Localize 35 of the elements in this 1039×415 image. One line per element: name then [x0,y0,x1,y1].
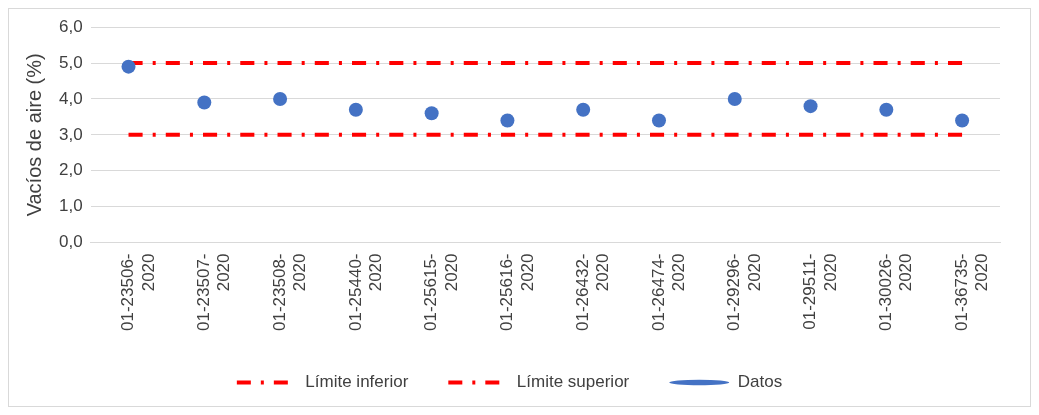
x-tick-label: 01-36735-2020 [951,253,992,332]
point [955,113,970,128]
x-tick-label: 01-29296-2020 [724,253,764,332]
x-tick-label: 01-30026-2020 [876,253,916,332]
point [121,59,136,74]
x-tick-label: 01-25440-2020 [345,253,385,332]
x-tick-label: 01-29511-2020 [800,253,840,330]
x-tick-label: 01-23506-2020 [118,253,158,332]
x-tick-label: 01-26474-2020 [648,253,689,332]
y-tick-label: 4,0 [58,88,83,108]
x-tick-label: 01-23507-2020 [193,253,234,332]
y-tick-label: 0,0 [58,232,83,252]
x-tick-label: 01-23508-2020 [269,253,310,332]
y-tick-label: 2,0 [58,160,83,180]
x-tick-label: 01-25615-2020 [421,253,461,332]
point [273,91,288,106]
point [500,113,515,128]
y-tick-label: 3,0 [58,124,83,144]
y-axis-title: Vacíos de aire (%) [22,53,45,217]
point [651,113,666,128]
x-tick-label: 01-26432-2020 [572,253,613,332]
point [803,99,818,114]
point [727,91,742,106]
point [879,102,894,117]
point [424,106,439,121]
y-tick-label: 1,0 [58,196,83,216]
point [576,102,591,117]
point [197,95,212,110]
y-tick-label: 6,0 [58,16,83,36]
legend-label: Datos [737,372,783,392]
legend-label: Límite inferior [305,372,409,392]
y-tick-label: 5,0 [58,52,83,72]
legend-label: Límite superior [516,372,630,392]
x-tick-label: 01-25616-2020 [497,253,537,332]
point [348,102,363,117]
